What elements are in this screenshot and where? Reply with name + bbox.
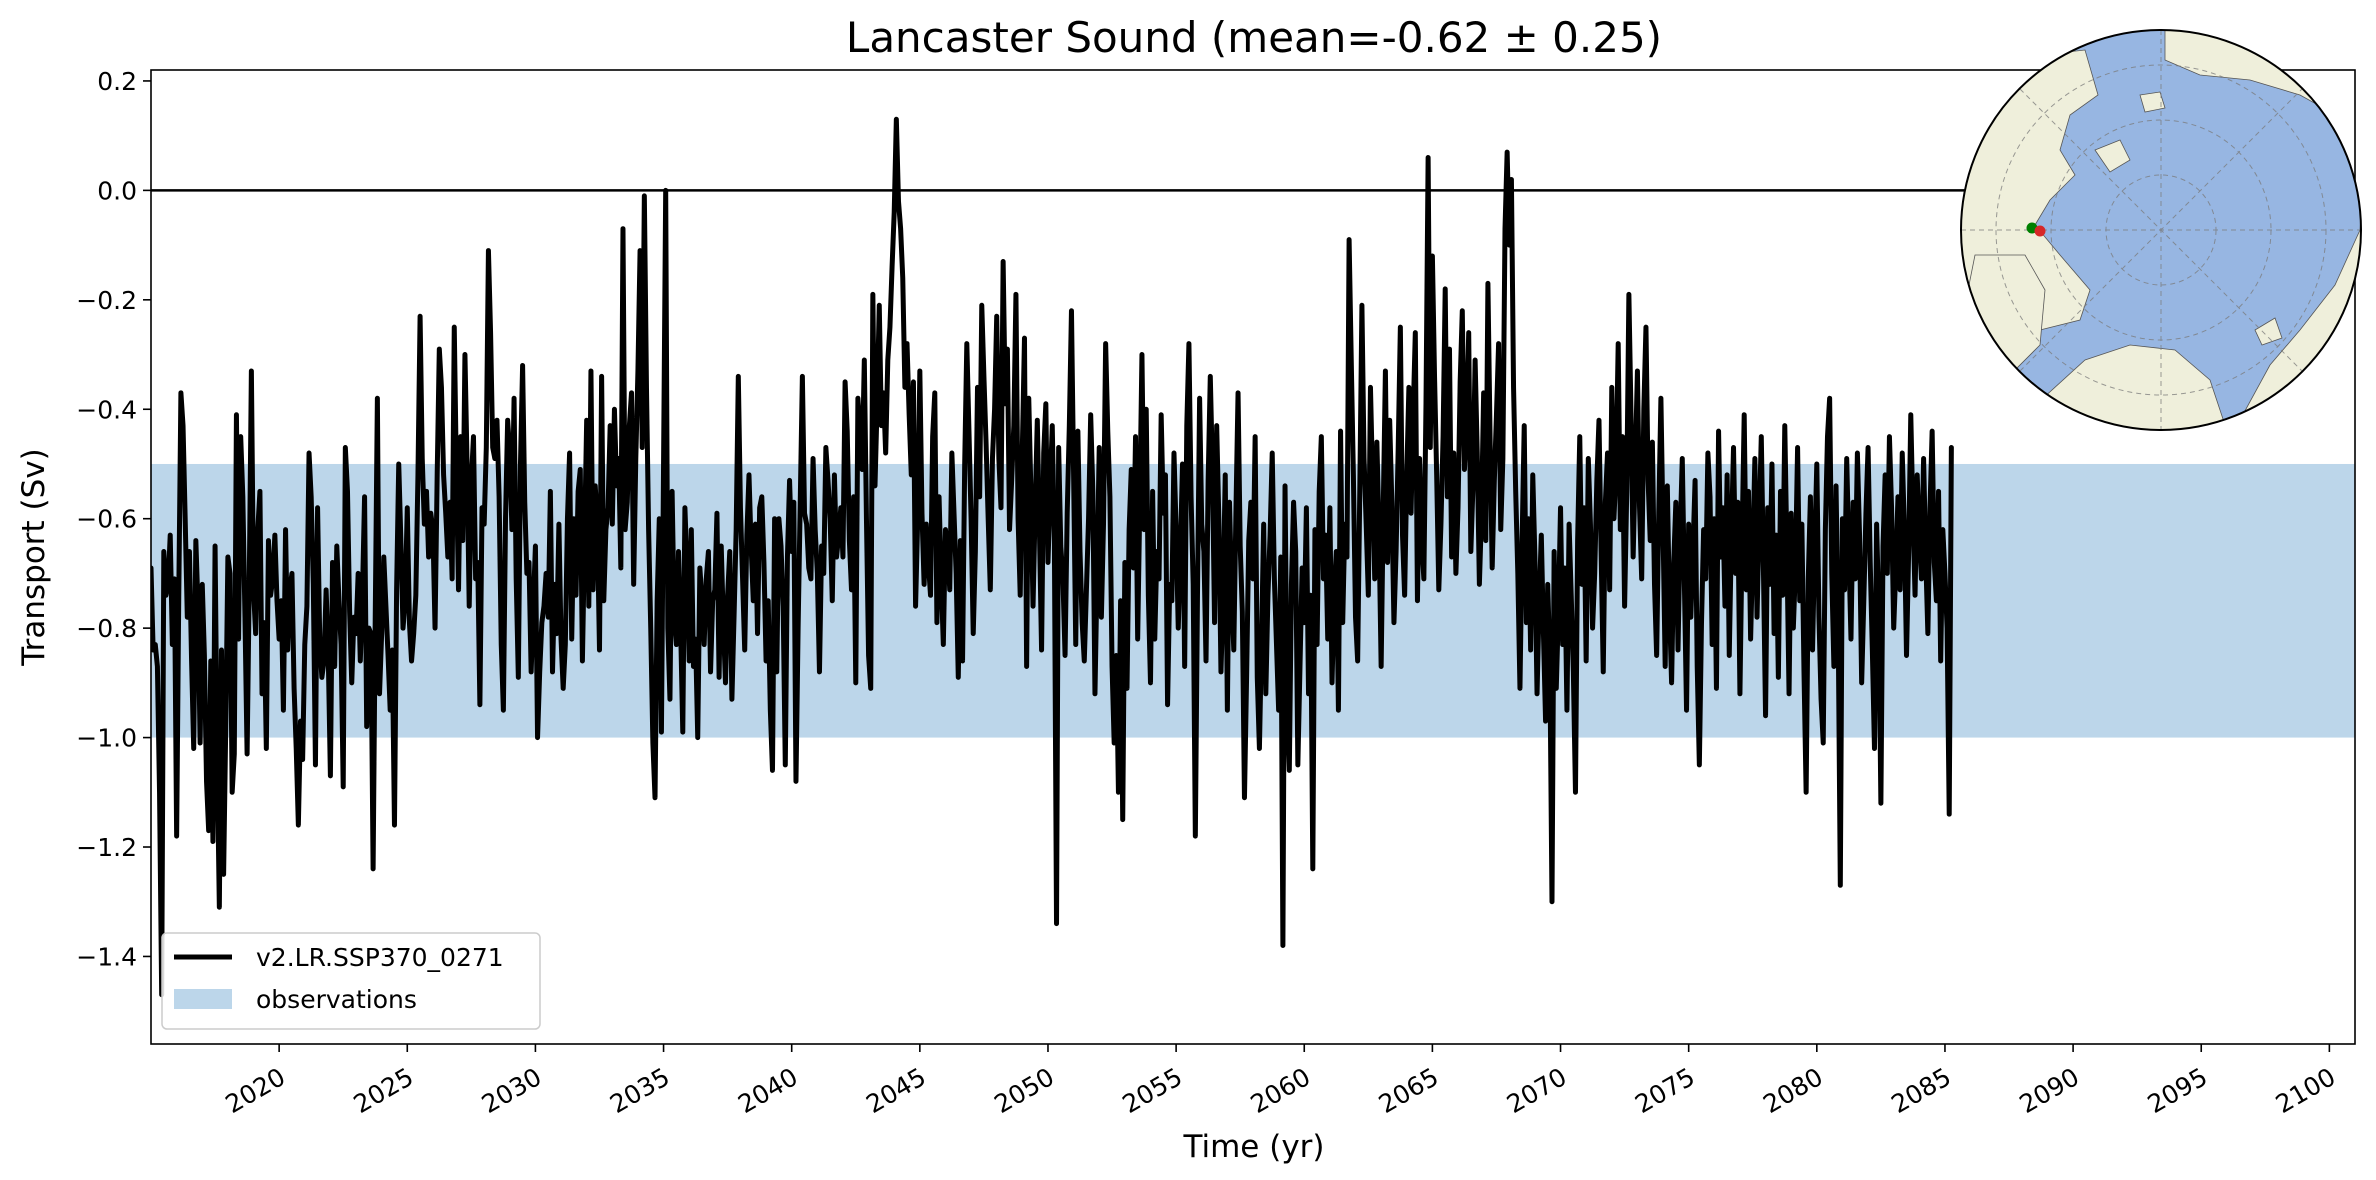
y-axis: 0.2 0.0 −0.2 −0.4 −0.6 −0.8 −1.0 −1.2 −1.4 [76,67,151,971]
x-tick-label: 2025 [349,1062,419,1119]
x-tick-label: 2060 [1246,1062,1316,1119]
y-tick-label: −0.6 [76,505,137,534]
series-group [151,116,1954,998]
y-tick-label: −1.0 [76,724,137,753]
y-tick-label: −0.8 [76,614,137,643]
y-tick-label: −1.4 [76,942,137,971]
chart-title: Lancaster Sound (mean=-0.62 ± 0.25) [846,13,1662,62]
legend-label-series: v2.LR.SSP370_0271 [256,943,504,972]
x-tick-label: 2035 [605,1062,675,1119]
x-tick-label: 2030 [477,1062,547,1119]
x-axis-label: Time (yr) [1183,1129,1325,1165]
legend: v2.LR.SSP370_0271 observations [161,932,541,1030]
x-tick-label: 2080 [1758,1062,1828,1119]
x-tick-label: 2040 [733,1062,803,1119]
x-tick-label: 2100 [2271,1062,2341,1119]
y-tick-label: −0.4 [76,395,137,424]
x-tick-label: 2045 [861,1062,931,1119]
x-tick-label: 2095 [2143,1062,2213,1119]
map-graticule [1961,30,2361,430]
inset-map [1960,29,2362,431]
map-land-arctic-islands [2094,91,2283,346]
legend-patch-swatch [174,989,232,1009]
x-tick-label: 2070 [1502,1062,1572,1119]
x-tick-label: 2065 [1374,1062,1444,1119]
x-tick-label: 2050 [989,1062,1059,1119]
series-line-0 [151,116,1954,998]
y-tick-label: 0.2 [97,67,137,96]
x-tick-label: 2075 [1630,1062,1700,1119]
legend-box [161,932,541,1030]
y-tick-label: 0.0 [97,176,137,205]
x-axis: 2020 2025 2030 2035 2040 2045 2050 2055 2060 2065… [221,1044,2341,1119]
y-axis-label: Transport (Sv) [16,448,52,667]
legend-label-observations: observations [256,985,417,1014]
y-tick-label: −1.2 [76,833,137,862]
x-tick-label: 2085 [1886,1062,1956,1119]
x-tick-label: 2055 [1118,1062,1188,1119]
plot-area [150,69,2356,1045]
plot-frame [150,69,2356,1045]
y-tick-label: −0.2 [76,286,137,315]
map-marker-section-end [2034,225,2046,237]
x-tick-label: 2090 [2014,1062,2084,1119]
map-frame [1960,29,2362,431]
x-tick-label: 2020 [221,1062,291,1119]
